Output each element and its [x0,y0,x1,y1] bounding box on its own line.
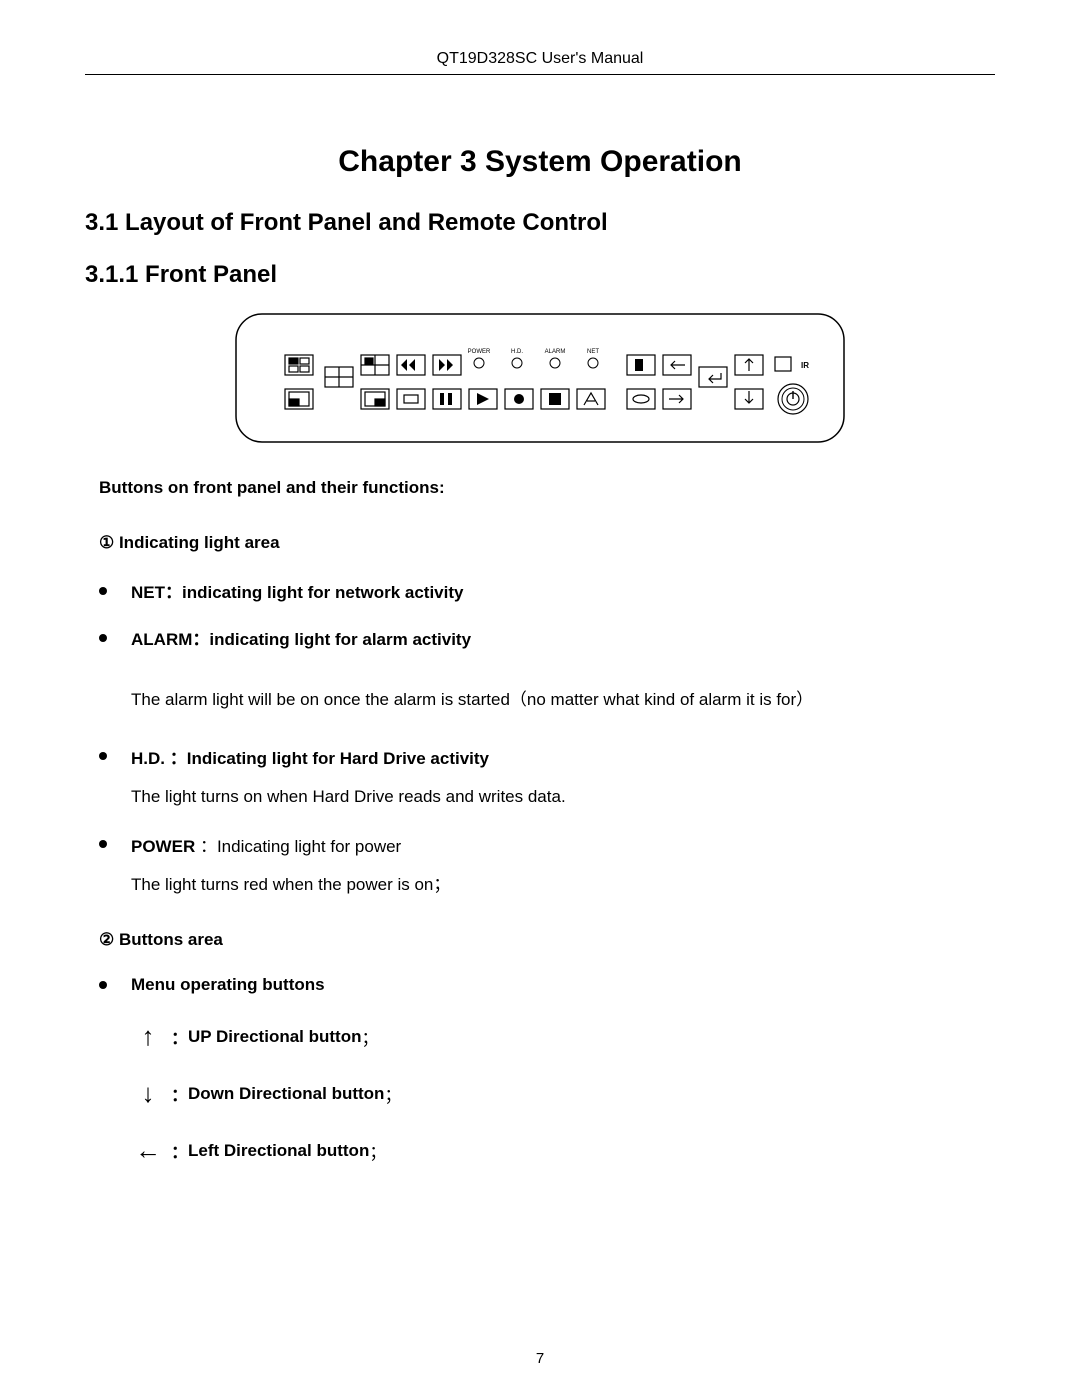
alarm-sep: ： [192,630,209,649]
alarm-label: ALARM [131,630,192,649]
arrow-down-icon: ↓ [131,1078,165,1109]
arrow-down-tail: ； [384,1081,401,1106]
bullet-dot-icon [99,634,107,642]
chapter-title: Chapter 3 System Operation [85,145,995,179]
arrow-up-text: UP Directional button [188,1027,361,1047]
arrow-left-tail: ； [369,1138,386,1163]
arrow-down-text: Down Directional button [188,1084,384,1104]
alarm-note: The alarm light will be on once the alar… [131,686,995,713]
led-alarm-label: ALARM [545,349,566,355]
bullet-alarm: ALARM：indicating light for alarm activit… [99,625,995,650]
section-3-1-title: 3.1 Layout of Front Panel and Remote Con… [85,209,995,237]
section-3-1-1-title: 3.1.1 Front Panel [85,261,995,289]
arrow-down-sep: ： [171,1081,188,1106]
net-sep: ： [165,583,182,602]
intro-text: Buttons on front panel and their functio… [99,474,995,501]
page: QT19D328SC User's Manual Chapter 3 Syste… [0,0,1080,1397]
arrow-up-row: ↑ ： UP Directional button ； [131,1021,995,1052]
hd-desc: Indicating light for Hard Drive activity [187,749,489,768]
led-hd-label: H.D. [511,349,523,355]
arrow-down-row: ↓ ： Down Directional button ； [131,1078,995,1109]
bullet-dot-icon [99,840,107,848]
page-header: QT19D328SC User's Manual [85,50,995,75]
hd-sep: ： [170,749,187,768]
net-desc: indicating light for network activity [182,583,463,602]
bullet-hd: H.D. ：Indicating light for Hard Drive ac… [99,744,995,769]
area-2-heading: ② Buttons area [99,926,995,953]
net-label: NET [131,583,165,602]
led-power-label: POWER [468,349,491,355]
bullet-net: NET：indicating light for network activit… [99,578,995,603]
menu-buttons-label: Menu operating buttons [131,975,995,995]
power-note: The light turns red when the power is on… [131,871,995,898]
arrow-up-sep: ： [171,1024,188,1049]
area-1-heading: ① Indicating light area [99,529,995,556]
power-label: POWER [131,837,200,856]
arrow-up-tail: ； [361,1024,378,1049]
bullet-dot-icon [99,752,107,760]
arrow-left-text: Left Directional button [188,1141,369,1161]
bullet-dot-icon [99,587,107,595]
power-desc: Indicating light for power [217,837,401,856]
front-panel-diagram: POWER H.D. ALARM NET [85,313,995,448]
bullet-power: POWER ：Indicating light for power [99,832,995,857]
alarm-desc: indicating light for alarm activity [209,630,471,649]
bullet-dot-icon [99,981,107,989]
led-net-label: NET [587,349,599,355]
hd-label: H.D. [131,749,170,768]
power-sep: ： [200,837,217,856]
arrow-up-icon: ↑ [131,1021,165,1052]
bullet-menu-buttons: Menu operating buttons [99,975,995,995]
arrow-left-row: ← ： Left Directional button ； [131,1135,995,1166]
arrow-left-icon: ← [131,1135,165,1166]
page-number: 7 [0,1350,1080,1367]
arrow-left-sep: ： [171,1138,188,1163]
hd-note: The light turns on when Hard Drive reads… [131,783,995,810]
ir-label: IR [801,361,809,370]
